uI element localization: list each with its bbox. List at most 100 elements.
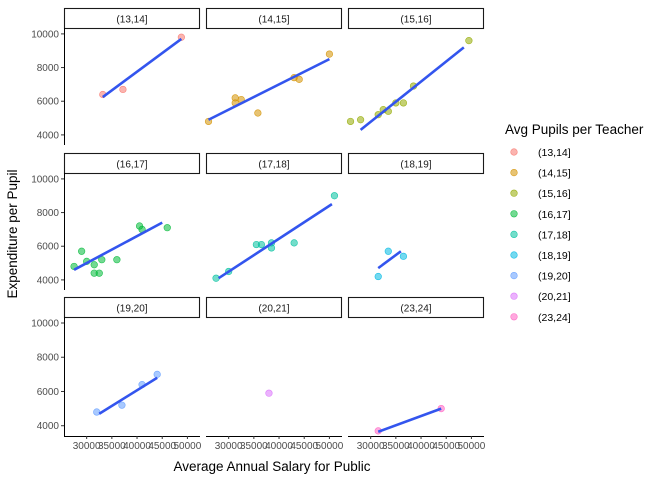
facet-strip	[63, 7, 201, 30]
y-tick-label: 6000	[37, 97, 60, 108]
facet-panel: (14,15]	[204, 7, 343, 126]
data-point	[356, 116, 365, 124]
facet-strip-label: (20,21]	[258, 304, 289, 315]
regression-line	[98, 376, 158, 415]
data-point	[374, 272, 382, 281]
legend-key	[510, 210, 518, 218]
data-point	[384, 247, 392, 255]
y-tick-label: 10000	[31, 29, 59, 40]
x-tick-label: 50000	[316, 441, 344, 452]
legend-label: (19,20]	[538, 271, 571, 283]
facet-panel: (17,18]	[205, 152, 343, 282]
legend-key	[510, 189, 518, 197]
legend-label: (16,17]	[538, 209, 571, 221]
data-point	[119, 85, 127, 94]
regression-line	[377, 407, 442, 433]
x-tick-label: 45000	[432, 441, 460, 452]
y-tick-label: 10000	[31, 318, 59, 329]
facet-strip	[205, 7, 343, 30]
x-tick-label: 50000	[458, 441, 486, 452]
legend-label: (15,16]	[538, 188, 571, 200]
legend: Avg Pupils per Teacher (13,14] (14,15] (15…	[505, 122, 644, 324]
data-point	[290, 239, 298, 247]
legend-label: (13,14]	[538, 147, 571, 159]
data-point	[90, 261, 98, 269]
data-point	[295, 75, 303, 83]
facet-strip	[205, 296, 343, 319]
legend-key	[510, 251, 518, 259]
x-tick-label: 30000	[215, 441, 243, 452]
y-tick-label: 4000	[37, 130, 60, 141]
regression-line	[102, 37, 183, 99]
x-tick-label: 45000	[290, 441, 318, 452]
legend-label: (18,19]	[538, 250, 571, 262]
x-tick-label: 30000	[357, 441, 385, 452]
data-point	[231, 94, 239, 102]
legend-title: Avg Pupils per Teacher	[505, 122, 644, 137]
facet-strip-label: (16,17]	[116, 160, 147, 171]
x-tick-label: 35000	[240, 441, 268, 452]
legend-label: (23,24]	[538, 312, 571, 324]
data-point	[254, 109, 262, 117]
legend-key	[510, 148, 518, 156]
y-tick-label: 6000	[37, 387, 60, 398]
data-point	[330, 192, 339, 200]
x-tick-label: 45000	[148, 441, 176, 452]
data-point	[257, 240, 266, 249]
data-point	[346, 117, 355, 126]
y-tick-label: 8000	[37, 208, 60, 219]
data-point	[399, 99, 408, 107]
legend-key	[510, 313, 518, 321]
facet-strip	[347, 296, 485, 319]
y-tick-label: 6000	[37, 242, 60, 253]
data-point	[163, 224, 171, 232]
x-tick-label: 30000	[73, 441, 101, 452]
legend-key	[510, 272, 518, 280]
facet-panel: (15,16]	[346, 7, 485, 131]
y-axis-title: Expenditure per Pupil	[5, 169, 20, 298]
facet-panel: (18,19]	[347, 152, 485, 281]
facet-strip-label: (19,20]	[116, 304, 147, 315]
x-tick-label: 35000	[98, 441, 126, 452]
x-tick-label: 40000	[407, 441, 435, 452]
data-point	[78, 247, 86, 255]
x-tick-label: 35000	[382, 441, 410, 452]
y-tick-label: 8000	[37, 353, 60, 364]
facet-strip-label: (13,14]	[116, 15, 147, 26]
data-point	[93, 408, 101, 416]
regression-line	[217, 203, 333, 280]
data-point	[265, 389, 273, 397]
legend-label: (14,15]	[538, 168, 571, 180]
data-point	[399, 252, 408, 260]
regression-line	[377, 250, 402, 270]
data-point	[95, 269, 103, 277]
regression-line	[359, 46, 465, 131]
facet-strip-label: (23,24]	[400, 304, 431, 315]
y-tick-label: 10000	[31, 174, 59, 185]
data-point	[118, 401, 126, 409]
legend-label: (20,21]	[538, 291, 571, 303]
facet-strip	[347, 152, 485, 175]
regression-line	[73, 221, 163, 271]
legend-key	[510, 230, 518, 238]
x-tick-label: 40000	[123, 441, 151, 452]
facet-strip	[205, 152, 343, 175]
facet-panel: (19,20] 4000 6000 8000 10000 3000035000400004…	[31, 296, 202, 452]
legend-key	[510, 169, 518, 177]
y-tick-label: 8000	[37, 63, 60, 74]
data-point	[325, 50, 334, 58]
legend-label: (17,18]	[538, 229, 571, 241]
facet-strip	[63, 152, 201, 175]
facet-strip-label: (15,16]	[400, 15, 431, 26]
facet-panel: (13,14] 4000 6000 8000 10000	[31, 7, 201, 145]
y-tick-label: 4000	[37, 275, 60, 286]
facet-strip-label: (14,15]	[258, 15, 289, 26]
data-point	[465, 37, 473, 45]
facet-strip-label: (18,19]	[400, 160, 431, 171]
facet-strip	[347, 7, 485, 30]
facet-strip-label: (17,18]	[258, 160, 289, 171]
facet-strip	[63, 296, 201, 319]
data-point	[212, 274, 220, 282]
